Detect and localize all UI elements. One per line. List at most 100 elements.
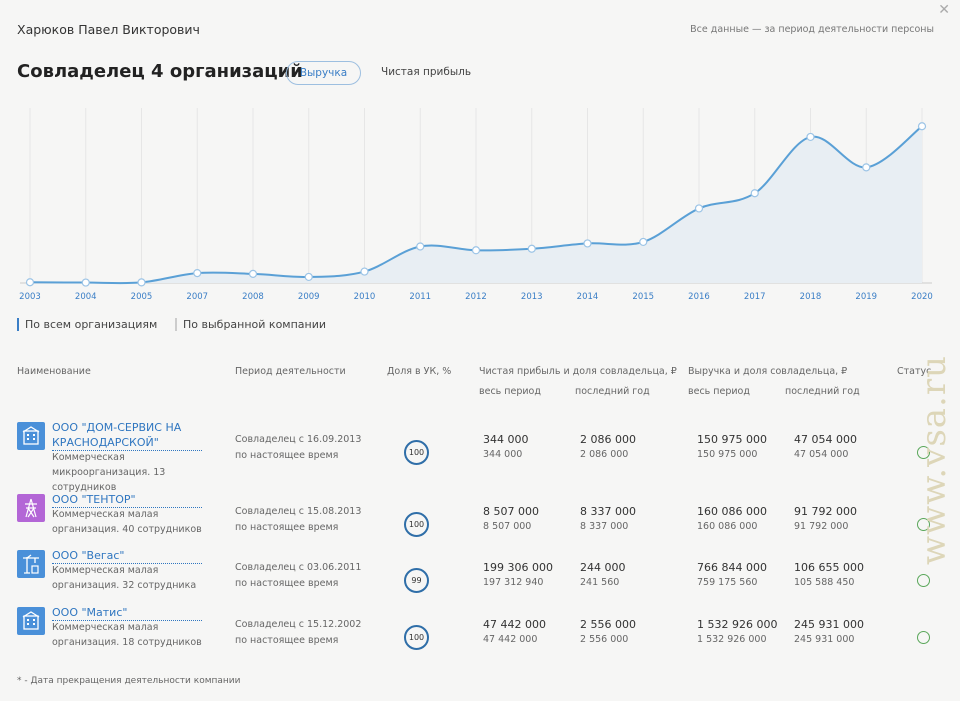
chart-point — [527, 244, 536, 253]
x-tick-label: 2016 — [688, 292, 710, 302]
header-revenue-last: последний год — [785, 386, 860, 397]
close-icon[interactable]: ✕ — [938, 2, 950, 18]
revenue-all-value: 766 844 000 — [697, 561, 767, 574]
profit-all-value: 8 507 000 — [483, 505, 539, 518]
header-profit: Чистая прибыль и доля совладельца, ₽ — [479, 366, 677, 377]
company-name-link[interactable]: ООО "Матис" — [52, 605, 202, 621]
profit-all-share: 197 312 940 — [483, 577, 544, 588]
chart-point — [583, 239, 592, 248]
company-description: Коммерческая малая организация. 40 сотру… — [52, 509, 202, 535]
revenue-last-share: 47 054 000 — [794, 449, 849, 460]
table-row[interactable]: ООО "Матис" Коммерческая малая организац… — [0, 603, 960, 659]
building-icon — [17, 422, 45, 450]
tab-revenue[interactable]: Выручка — [286, 61, 361, 85]
ownership-period: Совладелец с 15.12.2002 по настоящее вре… — [235, 619, 362, 646]
revenue-all-value: 1 532 926 000 — [697, 618, 778, 631]
x-tick-label: 2012 — [465, 292, 487, 302]
revenue-last-value: 106 655 000 — [794, 561, 864, 574]
chart-point — [81, 278, 90, 287]
filter-all-organizations[interactable]: По всем организациям — [17, 318, 157, 331]
share-badge: 100 — [404, 440, 429, 465]
company-description: Коммерческая малая организация. 18 сотру… — [52, 622, 202, 648]
profit-last-share: 2 086 000 — [580, 449, 629, 460]
revenue-last-value: 91 792 000 — [794, 505, 857, 518]
header-profit-all: весь период — [479, 386, 541, 397]
chart-point — [360, 267, 369, 276]
x-tick-label: 2015 — [632, 292, 654, 302]
watermark: www.vsa.ru — [914, 355, 954, 565]
status-check-icon — [917, 518, 930, 531]
header-status: Статус — [897, 366, 932, 377]
company-name-link[interactable]: ООО "ТЕНТОР" — [52, 492, 202, 508]
x-tick-label: 2005 — [131, 292, 153, 302]
x-tick-label: 2007 — [186, 292, 208, 302]
profit-all-value: 344 000 — [483, 433, 529, 446]
x-tick-label: 2010 — [354, 292, 376, 302]
table-row[interactable]: ООО "ТЕНТОР" Коммерческая малая организа… — [0, 490, 960, 546]
x-tick-label: 2011 — [409, 292, 431, 302]
revenue-last-share: 105 588 450 — [794, 577, 855, 588]
company-name-link[interactable]: ООО "Вегас" — [52, 548, 202, 564]
chart-point — [193, 269, 202, 278]
company-description: Коммерческая микроорганизация. 13 сотруд… — [52, 452, 166, 493]
profit-all-share: 344 000 — [483, 449, 523, 460]
profit-last-share: 2 556 000 — [580, 634, 629, 645]
chart-area-fill — [30, 126, 922, 284]
chart-point — [639, 237, 648, 247]
chart-point — [304, 272, 313, 282]
chart-point — [137, 278, 146, 287]
header-name: Наименование — [17, 366, 91, 377]
share-badge: 100 — [404, 512, 429, 537]
footnote: * - Дата прекращения деятельности компан… — [17, 676, 241, 686]
person-name: Харюков Павел Викторович — [17, 22, 200, 37]
x-tick-label: 2018 — [800, 292, 822, 302]
chart-series-line — [29, 125, 923, 285]
status-check-icon — [917, 574, 930, 587]
header-share: Доля в УК, % — [387, 366, 452, 377]
filter-selected-company[interactable]: По выбранной компании — [175, 318, 326, 331]
x-tick-label: 2003 — [19, 292, 41, 302]
x-tick-label: 2009 — [298, 292, 320, 302]
x-tick-label: 2014 — [577, 292, 599, 302]
share-badge: 99 — [404, 568, 429, 593]
chart-point — [862, 163, 871, 172]
revenue-last-share: 245 931 000 — [794, 634, 855, 645]
x-tick-label: 2020 — [911, 292, 933, 302]
x-tick-label: 2013 — [521, 292, 543, 302]
company-name-link[interactable]: ООО "ДОМ-СЕРВИС НА КРАСНОДАРСКОЙ" — [52, 420, 202, 451]
share-badge: 100 — [404, 625, 429, 650]
header-revenue: Выручка и доля совладельца, ₽ — [688, 366, 848, 377]
revenue-all-share: 1 532 926 000 — [697, 634, 767, 645]
revenue-last-value: 47 054 000 — [794, 433, 857, 446]
power-tower-icon — [17, 494, 45, 522]
profit-all-share: 8 507 000 — [483, 521, 532, 532]
ownership-period: Совладелец с 03.06.2011 по настоящее вре… — [235, 562, 362, 589]
period-note: Все данные — за период деятельности перс… — [690, 24, 934, 35]
header-revenue-all: весь период — [688, 386, 750, 397]
page-title: Совладелец 4 организаций — [17, 61, 303, 82]
chart-point — [917, 122, 927, 131]
revenue-all-share: 150 975 000 — [697, 449, 758, 460]
table-row[interactable]: ООО "Вегас" Коммерческая малая организац… — [0, 546, 960, 602]
tab-profit[interactable]: Чистая прибыль — [381, 66, 472, 78]
chart-point — [416, 242, 425, 251]
chart-point — [25, 278, 35, 287]
x-tick-label: 2019 — [855, 292, 877, 302]
revenue-last-value: 245 931 000 — [794, 618, 864, 631]
building-icon — [17, 607, 45, 635]
table-row[interactable]: ООО "ДОМ-СЕРВИС НА КРАСНОДАРСКОЙ" Коммер… — [0, 418, 960, 493]
profit-all-value: 199 306 000 — [483, 561, 553, 574]
revenue-all-share: 160 086 000 — [697, 521, 758, 532]
revenue-last-share: 91 792 000 — [794, 521, 849, 532]
revenue-all-share: 759 175 560 — [697, 577, 758, 588]
x-tick-label: 2017 — [744, 292, 766, 302]
profit-last-value: 2 556 000 — [580, 618, 636, 631]
profit-last-value: 8 337 000 — [580, 505, 636, 518]
crane-icon — [17, 550, 45, 578]
header-period: Период деятельности — [235, 366, 346, 377]
status-check-icon — [917, 446, 930, 459]
profit-last-share: 8 337 000 — [580, 521, 629, 532]
revenue-all-value: 150 975 000 — [697, 433, 767, 446]
header-profit-last: последний год — [575, 386, 650, 397]
status-check-icon — [917, 631, 930, 644]
